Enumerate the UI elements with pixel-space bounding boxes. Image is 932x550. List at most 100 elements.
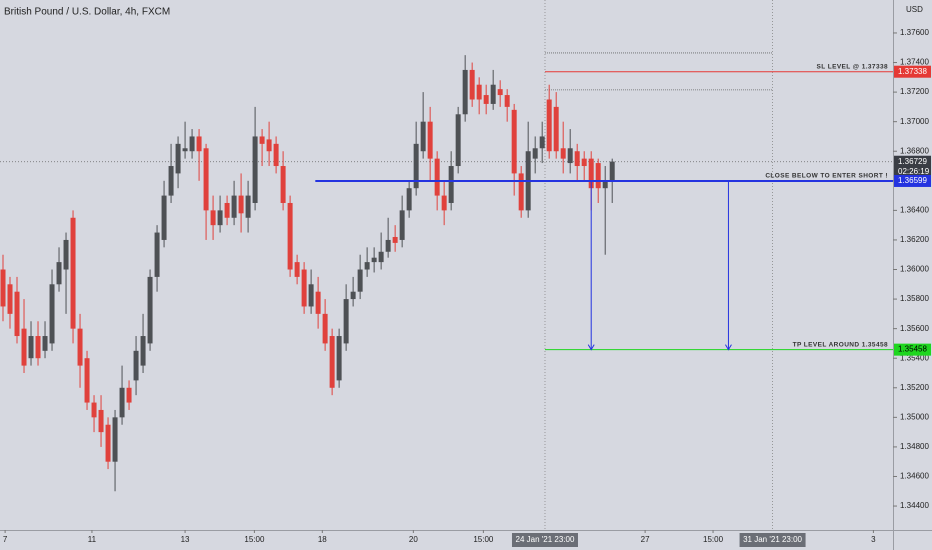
candle-body [189,136,195,152]
candle-body [119,387,125,418]
candle-body [161,195,167,240]
candle-body [560,148,566,159]
candle-body [49,284,55,344]
currency: USD [906,5,923,14]
candle-body [322,313,328,344]
candle-body [609,161,615,181]
y-tick-label: 1.36800 [900,146,929,155]
x-tick-label: 20 [409,535,418,544]
candle-body [588,158,594,189]
candle-body [77,328,83,366]
countdown: 02:26:19 [898,167,930,176]
candle-body [420,121,426,152]
x-tick-label: 13 [181,535,190,544]
y-tick-label: 1.37400 [900,58,929,67]
candle-body [112,417,118,462]
candle-body [308,284,314,307]
candle-body [56,262,62,285]
y-tick-label: 1.34400 [900,501,929,510]
x-tick-label: 3 [871,535,876,544]
arrow-head [587,344,595,351]
candle-body [294,262,300,277]
y-tick-label: 1.35000 [900,412,929,421]
candle-body [7,284,13,314]
y-tick-label: 1.35800 [900,294,929,303]
candle-body [14,291,20,337]
candle-body [504,95,510,107]
candle-body [581,158,587,167]
candle-body [448,166,454,203]
candle-body [91,402,97,418]
y-tick-label: 1.34600 [900,472,929,481]
x-tick-label: 27 [641,535,650,544]
candle-body [70,217,76,329]
y-tick-label: 1.36000 [900,265,929,274]
candle-body [182,148,188,152]
candle-body [546,99,552,152]
candle-body [259,136,265,144]
y-tick-label: 1.37200 [900,87,929,96]
candle-body [231,195,237,218]
candle-body [532,148,538,159]
candle-body [427,121,433,159]
candle-body [406,188,412,211]
candle-body [147,276,153,344]
y-tick-label: 1.36200 [900,235,929,244]
candle-body [252,136,258,203]
candle-body [483,95,489,104]
candle-body [434,158,440,196]
last-price-badge [894,155,931,178]
x-tick-label: 7 [3,535,8,544]
candle-body [238,195,244,214]
candle-body [392,236,398,243]
y-tick-label: 1.36400 [900,205,929,214]
last-price-label: 1.36729 [898,157,927,166]
y-tick-label: 1.35400 [900,353,929,362]
candle-body [350,291,356,300]
level-label: TP LEVEL AROUND 1.35458 [793,341,888,348]
candle-body [42,336,48,351]
candle-body [518,173,524,211]
candle-body [539,136,545,149]
candle-body [357,269,363,292]
level-badge [894,174,931,187]
level-badge [894,65,931,78]
y-tick-label: 1.37000 [900,117,929,126]
candle-body [329,336,335,388]
candle-body [343,299,349,344]
candle-body [133,350,139,381]
candle-body [553,106,559,152]
candle-body [595,163,601,189]
candle-body [315,291,321,314]
marker-label-bg [511,533,578,547]
candle-body [224,202,230,218]
candle-body [497,89,503,96]
x-tick-label: 15:00 [244,535,265,544]
candle-body [364,262,370,270]
candle-body [378,251,384,263]
y-tick-label: 1.35600 [900,324,929,333]
candle-body [217,210,223,226]
candle-body [175,143,181,174]
candle-body [210,210,216,226]
level-badge-label: 1.37338 [898,67,927,76]
candle-body [476,84,482,100]
level-badge [894,343,931,356]
marker-label: 24 Jan '21 23:00 [516,535,575,544]
candle-body [441,195,447,211]
candle-body [602,180,608,189]
candle-body [567,148,573,164]
candle-body [203,148,209,211]
candle-body [399,210,405,240]
chart-title: British Pound / U.S. Dollar, 4h, FXCM [4,7,170,18]
candle-body [280,166,286,203]
marker-label: 31 Jan '21 23:00 [743,535,802,544]
candle-body [105,424,111,462]
y-tick-label: 1.37600 [900,28,929,37]
candle-body [273,143,279,167]
candle-body [21,328,27,366]
candle-body [126,387,132,403]
y-tick-label: 1.35200 [900,383,929,392]
